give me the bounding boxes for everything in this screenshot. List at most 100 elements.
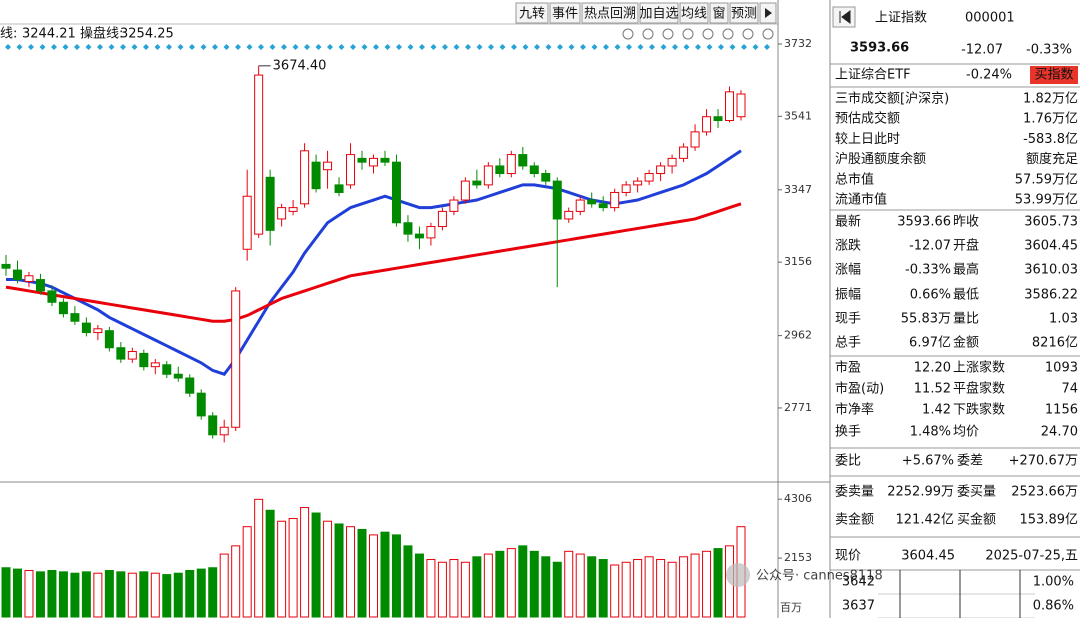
toolbar-button[interactable]	[581, 2, 639, 24]
toolbar-button[interactable]	[639, 2, 679, 24]
quote-label: 金额	[953, 335, 979, 351]
quote-label: 市净率	[835, 402, 874, 418]
etf-name: 上证综合ETF	[835, 68, 911, 83]
quote-value: 1156	[1045, 403, 1078, 418]
toolbar-button[interactable]	[709, 2, 729, 24]
etf-pct: -0.24%	[966, 68, 1012, 83]
event-marker	[718, 44, 724, 50]
candle-body	[460, 180, 470, 201]
stat-value: 额度充足	[1026, 151, 1078, 167]
candle-body	[552, 180, 562, 220]
candle-body	[472, 180, 482, 186]
tool-icon[interactable]	[642, 28, 654, 40]
quote-value: 0.66%	[910, 288, 951, 303]
tool-icon[interactable]	[622, 28, 634, 40]
volume-bar	[702, 550, 712, 618]
ladder-pct: 1.00%	[1033, 575, 1074, 590]
toolbar-button[interactable]	[729, 2, 759, 24]
event-marker	[177, 44, 184, 50]
volume-bar	[104, 569, 114, 618]
event-marker	[729, 44, 736, 50]
current-date: 2025-07-25,五	[985, 549, 1078, 564]
event-marker	[522, 44, 529, 50]
current-label: 现价	[835, 549, 861, 564]
candle-body	[656, 165, 666, 175]
candle-body	[587, 199, 597, 205]
volume-bar	[231, 545, 241, 618]
volume-bar	[334, 523, 344, 618]
candle-body	[58, 301, 68, 315]
trade-value: +5.67%	[902, 454, 954, 469]
volume-bar	[139, 571, 149, 618]
candle-body	[518, 154, 528, 167]
event-marker	[476, 44, 483, 50]
quote-label: 量比	[953, 312, 979, 327]
tool-icon[interactable]	[662, 28, 674, 40]
quote-value: 3586.22	[1024, 288, 1078, 303]
toolbar-button[interactable]	[515, 2, 549, 24]
volume-bar	[610, 564, 620, 618]
quote-value: 3605.73	[1024, 215, 1078, 230]
quote-value: 12.20	[914, 361, 951, 376]
tool-icon[interactable]	[722, 28, 734, 40]
quote-label: 涨幅	[835, 263, 861, 278]
volume-bar	[173, 572, 183, 618]
quote-label: 振幅	[835, 288, 861, 303]
stat-label: 预估成交额	[835, 111, 900, 127]
arrow-icon	[765, 8, 772, 18]
volume-bar	[58, 571, 68, 618]
tool-icon[interactable]	[702, 28, 714, 40]
tool-icon[interactable]	[742, 28, 754, 40]
etf-button[interactable]	[1030, 66, 1078, 84]
volume-bar	[575, 553, 585, 618]
event-marker	[706, 44, 713, 50]
trade-label: 委差	[957, 454, 983, 469]
toolbar-button-label: 窗	[712, 6, 725, 22]
volume-bar	[414, 553, 424, 618]
tool-icon[interactable]	[762, 28, 774, 40]
toolbar-button[interactable]	[549, 2, 581, 24]
moving-average	[5, 202, 742, 323]
quote-value: 74	[1061, 382, 1078, 397]
event-marker	[200, 44, 207, 50]
candle-body	[667, 157, 677, 167]
volume-bar	[598, 559, 608, 618]
candle-body	[529, 165, 539, 175]
volume-bar	[391, 534, 401, 618]
quote-label: 最低	[953, 288, 979, 303]
tool-icon[interactable]	[682, 28, 694, 40]
toolbar-button[interactable]	[679, 2, 709, 24]
y-tick-label: 3156	[784, 255, 812, 268]
event-marker	[327, 44, 333, 50]
volume-bar	[185, 569, 195, 618]
candle-body	[690, 131, 700, 148]
volume-bar	[633, 559, 643, 618]
stat-value: 1.76万亿	[1023, 112, 1078, 127]
volume-bar	[323, 520, 333, 618]
volume-bar	[277, 520, 287, 618]
event-marker	[580, 44, 586, 50]
candle-body	[437, 210, 447, 228]
event-marker	[292, 44, 299, 50]
event-marker	[683, 44, 690, 50]
event-marker	[281, 44, 287, 50]
event-marker	[350, 44, 356, 50]
volume-bar	[541, 556, 551, 618]
candle-body	[426, 226, 436, 239]
volume-bar	[587, 556, 597, 618]
candle-body	[219, 426, 229, 436]
stat-label: 三市成交额[沪深京)	[835, 91, 949, 107]
quote-label: 换手	[835, 425, 861, 440]
event-marker	[269, 44, 276, 50]
event-marker	[120, 44, 126, 50]
volume-bar	[1, 567, 11, 618]
volume-bar	[426, 559, 436, 618]
quote-label: 总手	[835, 336, 861, 351]
volume-bar	[127, 572, 137, 618]
candle-body	[644, 173, 654, 182]
event-marker	[131, 44, 138, 50]
candle-body	[70, 313, 80, 322]
candle-body	[185, 377, 195, 394]
quote-label: 均价	[953, 425, 979, 440]
